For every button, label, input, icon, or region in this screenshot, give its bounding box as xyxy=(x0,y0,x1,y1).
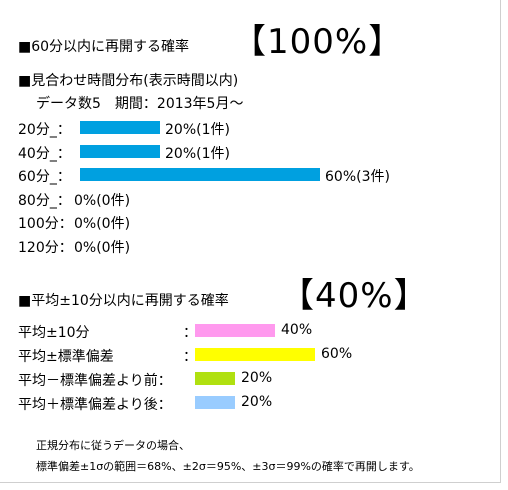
probability-40: 【40%】 xyxy=(280,276,429,316)
mean-probability-row: 平均－標準偏差より前： 20% xyxy=(18,368,458,390)
distribution-value: 0%(0件) xyxy=(74,192,131,209)
distribution-value: 20%(1件) xyxy=(165,145,230,162)
distribution-label: 100分： xyxy=(18,216,73,232)
distribution-bar xyxy=(80,144,160,158)
footnote-line2: 標準偏差±1σの範囲＝68%、±2σ＝95%、±3σ＝99%の確率で再開します。 xyxy=(36,460,420,473)
mean-probability-label: 平均－標準偏差より前： xyxy=(18,373,172,389)
mean-probability-bar xyxy=(195,372,235,385)
mean-probability-value: 60% xyxy=(321,346,353,362)
mean-probability-label: 平均±標準偏差 xyxy=(18,349,114,365)
footnote-line1: 正規分布に従うデータの場合、 xyxy=(36,439,190,452)
mean-probability-bar xyxy=(195,348,315,361)
distribution-row: 100分： 0%(0件) xyxy=(18,211,458,233)
mean-probability-row: 平均＋標準偏差より後： 20% xyxy=(18,392,458,414)
mean-probability-bar xyxy=(195,396,235,409)
distribution-value: 0%(0件) xyxy=(74,216,131,232)
distribution-bar xyxy=(80,168,320,181)
distribution-meta: データ数5 期間：2013年5月～ xyxy=(36,96,244,112)
distribution-value: 0%(0件) xyxy=(74,239,131,256)
colon-row1: ： xyxy=(183,325,197,341)
distribution-row: 80分_： 0%(0件) xyxy=(18,188,458,210)
colon-row2: ： xyxy=(183,349,197,365)
distribution-row: 120分： 0%(0件) xyxy=(18,235,458,257)
mean-probability-value: 40% xyxy=(281,322,313,338)
mean-probability-row: 平均±10分 40% xyxy=(18,320,458,342)
probability-100: 【100%】 xyxy=(232,22,404,62)
section-title-mean: ■平均±10分以内に再開する確率 xyxy=(18,293,229,309)
distribution-title: ■見合わせ時間分布(表示時間以内) xyxy=(18,73,239,89)
panel-frame xyxy=(0,0,501,483)
section-title-60min: ■60分以内に再開する確率 xyxy=(18,39,190,55)
mean-probability-row: 平均±標準偏差 60% xyxy=(18,344,458,366)
mean-probability-value: 20% xyxy=(241,394,273,410)
distribution-label: 60分_： xyxy=(18,169,71,185)
distribution-bar xyxy=(80,121,160,134)
mean-probability-label: 平均＋標準偏差より後： xyxy=(18,397,172,413)
distribution-label: 120分： xyxy=(18,239,73,256)
mean-probability-label: 平均±10分 xyxy=(18,325,90,341)
distribution-label: 80分_： xyxy=(18,192,71,209)
distribution-value: 60%(3件) xyxy=(325,169,390,185)
mean-probability-bar xyxy=(195,324,275,337)
distribution-row: 40分_： 20%(1件) xyxy=(18,141,458,163)
distribution-label: 40分_： xyxy=(18,145,71,162)
distribution-row: 60分_： 60%(3件) xyxy=(18,164,458,186)
distribution-row: 20分_： 20%(1件) xyxy=(18,117,458,139)
distribution-label: 20分_： xyxy=(18,122,71,138)
mean-probability-value: 20% xyxy=(241,370,273,386)
distribution-value: 20%(1件) xyxy=(165,122,230,138)
